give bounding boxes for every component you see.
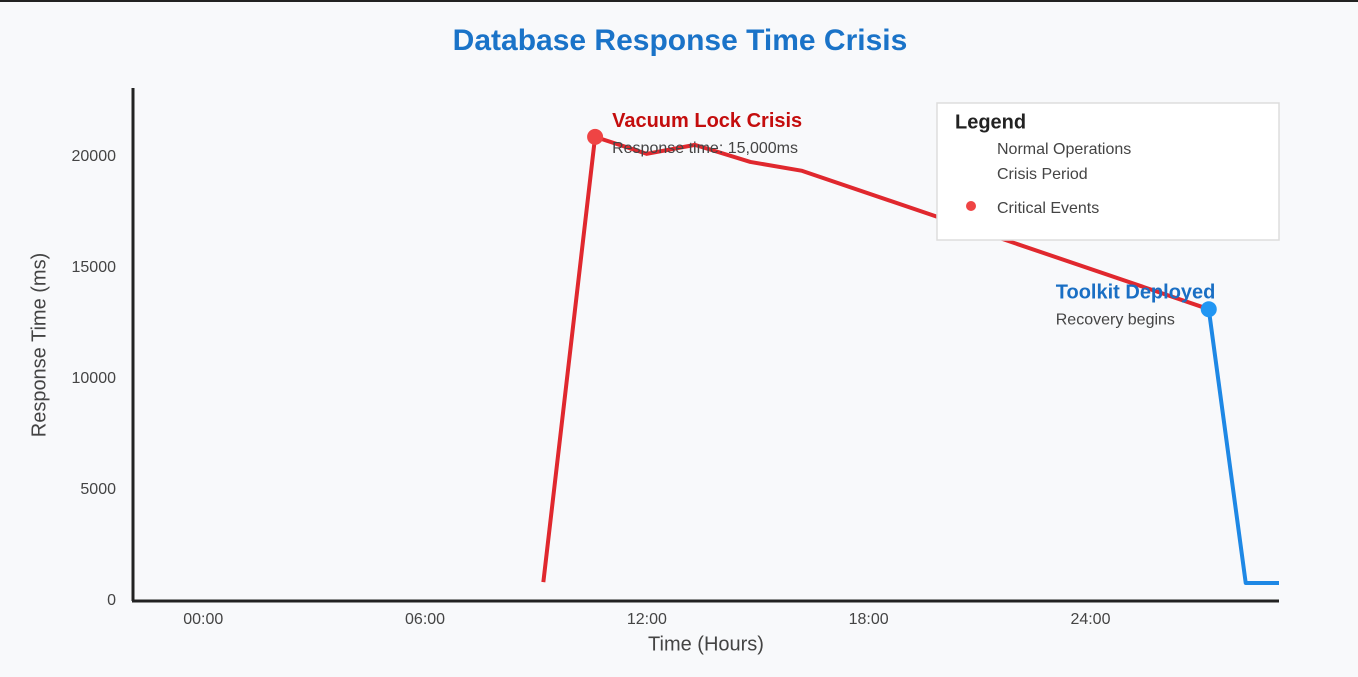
x-tick-label: 12:00 (627, 611, 667, 628)
x-tick-label: 00:00 (183, 611, 223, 628)
x-axis-label: Time (Hours) (648, 633, 764, 655)
legend-label: Crisis Period (997, 166, 1088, 183)
event-note: Recovery begins (1056, 311, 1175, 328)
x-tick-label: 06:00 (405, 611, 445, 628)
legend-label: Normal Operations (997, 141, 1131, 158)
series-line (1206, 308, 1279, 586)
x-tick-label: 24:00 (1070, 611, 1110, 628)
event-marker (587, 128, 604, 145)
legend-label: Critical Events (997, 200, 1099, 217)
event-label: Vacuum Lock Crisis (612, 110, 802, 132)
y-tick-label: 5000 (80, 481, 116, 498)
y-tick-label: 20000 (72, 148, 117, 165)
y-tick-label: 15000 (72, 259, 117, 276)
y-axis-label: Response Time (ms) (28, 253, 50, 438)
y-tick-label: 0 (107, 592, 116, 609)
chart-title: Database Response Time Crisis (453, 24, 908, 57)
legend-box (936, 102, 1280, 241)
x-tick-label: 18:00 (849, 611, 889, 628)
legend-marker (966, 201, 976, 211)
event-marker (1200, 301, 1217, 318)
event-label: Toolkit Deployed (1056, 281, 1216, 303)
y-tick-label: 10000 (72, 370, 117, 387)
legend-title: Legend (955, 111, 1026, 133)
event-note: Response time: 15,000ms (612, 140, 798, 157)
